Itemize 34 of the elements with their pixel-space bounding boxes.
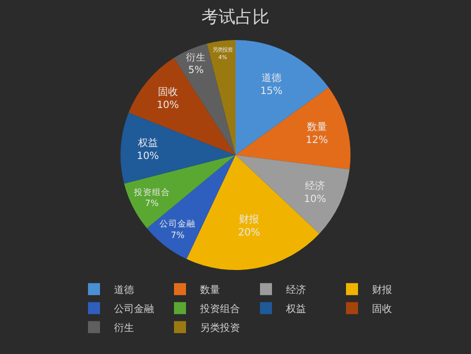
legend-label: 另类投资: [200, 322, 240, 334]
slice-label: 公司金融: [160, 218, 196, 230]
slice-label: 固收: [158, 87, 178, 98]
data-label: 10%: [304, 194, 326, 205]
legend-label: 道德: [114, 284, 134, 296]
slice-label: 数量: [306, 122, 327, 134]
data-label: 5%: [188, 64, 204, 76]
legend-label: 衍生: [114, 322, 134, 334]
data-label: 12%: [306, 135, 328, 146]
data-label: 20%: [238, 228, 260, 239]
legend-label: 财报: [372, 284, 392, 296]
legend-label: 数量: [200, 285, 220, 296]
legend-label: 权益: [285, 303, 306, 315]
slice-label: 道德: [261, 72, 282, 84]
pie-slice: [236, 40, 329, 155]
pie-slice: [206, 40, 236, 155]
data-label: 7%: [170, 230, 185, 241]
pie-slice: [236, 87, 350, 170]
legend-label: 经济: [286, 284, 306, 296]
pie-slice: [236, 155, 350, 234]
slice-label: 投资组合: [132, 186, 170, 198]
data-label: 7%: [145, 199, 159, 210]
pie-slice: [120, 112, 236, 184]
data-label: 10%: [156, 100, 179, 111]
data-label: 10%: [136, 150, 159, 162]
slice-label: 权益: [136, 136, 158, 149]
data-label: 15%: [260, 86, 283, 98]
slice-label: 经济: [304, 180, 325, 192]
legend-label: 固收: [372, 304, 392, 315]
slice-label: 财报: [239, 214, 260, 226]
chart-title: 考试占比: [202, 8, 270, 28]
legend-label: 投资组合: [199, 303, 240, 315]
legend-label: 公司金融: [114, 303, 154, 315]
slice-label: 衍生: [186, 51, 206, 64]
